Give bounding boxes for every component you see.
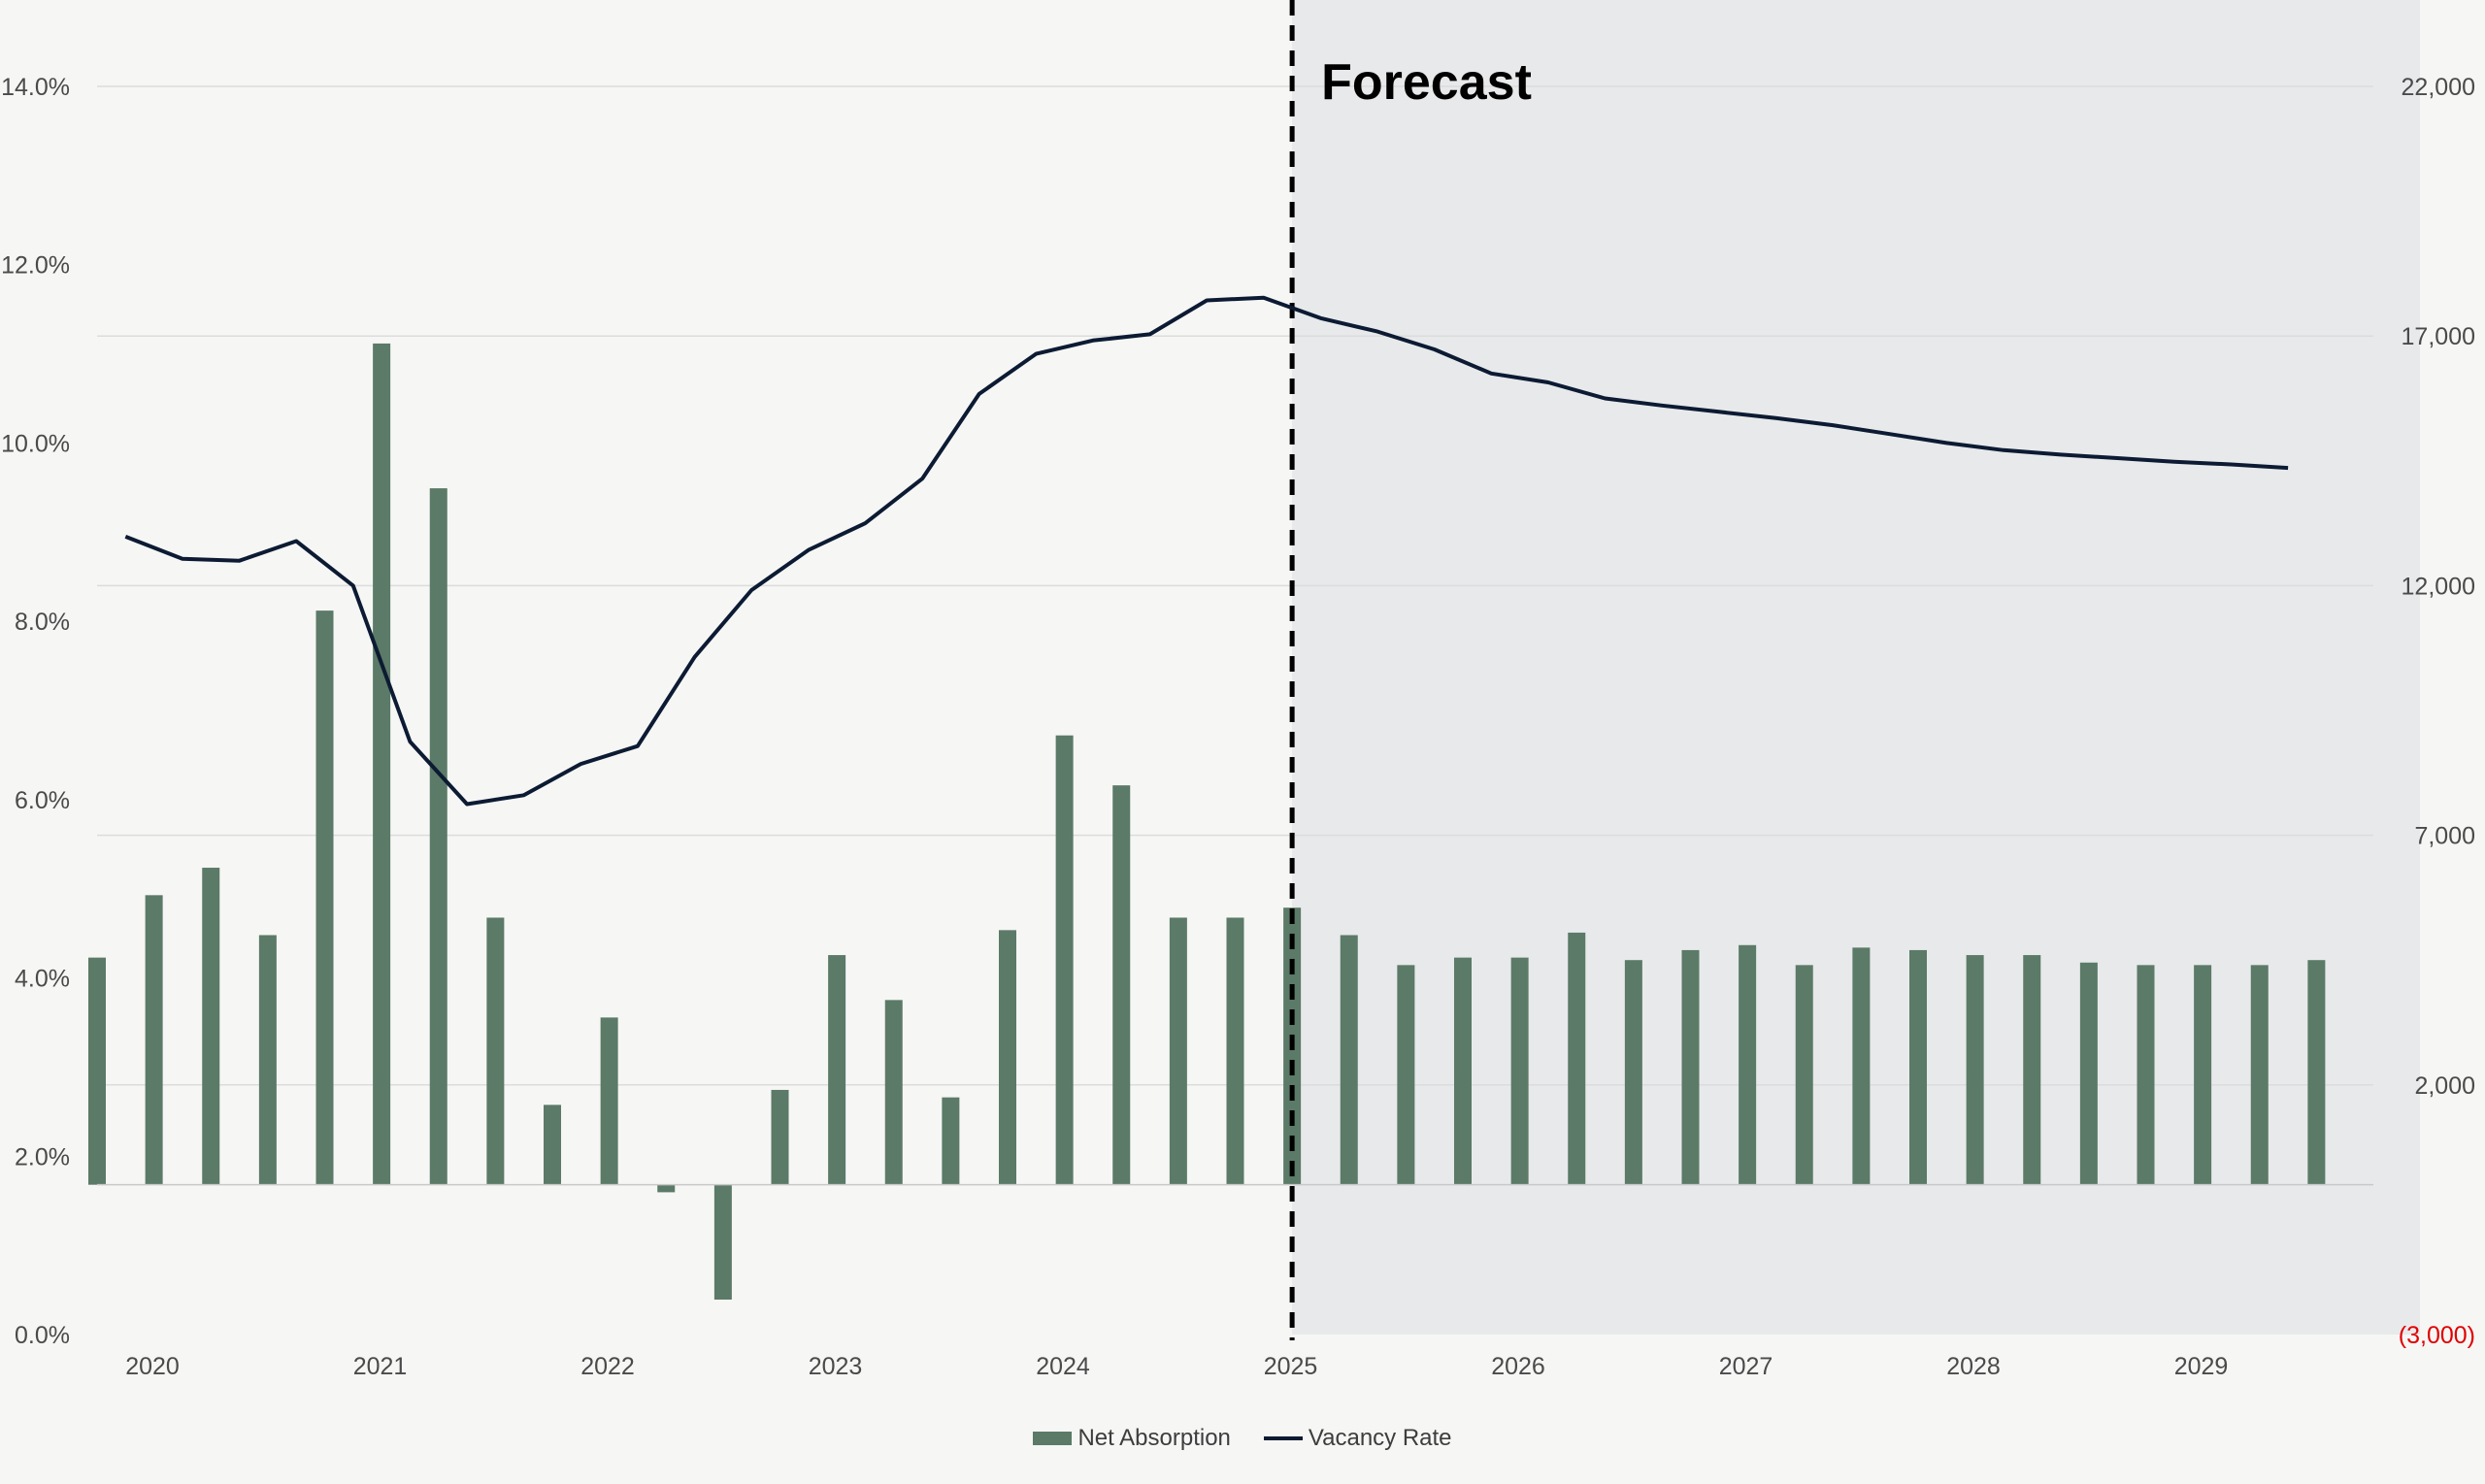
right-tick-2-000: 2,000 — [2414, 1072, 2475, 1100]
bar-31 — [1852, 947, 1871, 1185]
x-tick-2020: 2020 — [125, 1353, 180, 1380]
bar-22 — [1340, 935, 1358, 1185]
bar-7 — [486, 917, 505, 1185]
legend-item-vacancy-rate[interactable]: Vacancy Rate — [1263, 1425, 1452, 1452]
vacancy-rate-line — [124, 295, 2289, 807]
bar-35 — [2079, 962, 2098, 1185]
x-tick-2022: 2022 — [580, 1353, 635, 1380]
legend-bar-swatch — [1033, 1432, 1073, 1445]
bar-23 — [1397, 965, 1415, 1185]
bar-32 — [1909, 949, 1927, 1185]
x-axis-ticks: 2020 2021 2022 2023 2024 2025 2026 2027 2028 2029 — [125, 1353, 2228, 1380]
bar-27 — [1624, 960, 1642, 1185]
bar-29 — [1739, 944, 1757, 1185]
bar-12 — [771, 1089, 789, 1185]
left-tick-2-0: 2.0% — [15, 1143, 70, 1171]
bar-8 — [544, 1105, 561, 1185]
left-tick-8-0: 8.0% — [15, 609, 70, 636]
net-absorption-bars — [88, 343, 2326, 1300]
bar-19 — [1169, 917, 1187, 1185]
bar-10 — [657, 1184, 676, 1193]
bar-17 — [1055, 735, 1074, 1185]
right-axis-ticks: (3,000) 2,000 7,000 12,000 17,000 22,000 — [2399, 74, 2475, 1349]
left-tick-14-0: 14.0% — [1, 74, 70, 101]
bar-36 — [2137, 965, 2155, 1185]
bar-14 — [884, 1000, 903, 1185]
legend-item-net-absorption[interactable]: Net Absorption — [1033, 1425, 1231, 1452]
legend-label-vacancy-rate: Vacancy Rate — [1308, 1425, 1452, 1451]
legend-line-swatch — [1263, 1436, 1303, 1440]
left-tick-10-0: 10.0% — [1, 430, 70, 457]
x-tick-2029: 2029 — [2174, 1353, 2229, 1380]
bar-25 — [1510, 957, 1529, 1185]
bar-3 — [258, 935, 277, 1185]
bar-34 — [2023, 955, 2041, 1185]
forecast-label: Forecast — [1321, 54, 1532, 111]
bar-30 — [1795, 965, 1813, 1185]
bar-13 — [828, 955, 846, 1185]
bar-24 — [1454, 957, 1472, 1185]
bar-2 — [202, 868, 220, 1185]
bar-5 — [373, 343, 391, 1185]
left-axis-ticks: 0.0% 2.0% 4.0% 6.0% 8.0% 10.0% 12.0% 14.0% — [1, 74, 70, 1349]
left-tick-12-0: 12.0% — [1, 252, 70, 280]
bar-39 — [2307, 960, 2326, 1185]
left-tick-4-0: 4.0% — [15, 966, 70, 993]
bar-0 — [88, 957, 106, 1185]
bar-18 — [1112, 785, 1131, 1185]
grid-lines — [97, 85, 2373, 1086]
x-tick-2023: 2023 — [809, 1353, 863, 1380]
bar-28 — [1681, 949, 1700, 1185]
bar-15 — [942, 1097, 960, 1185]
x-tick-2024: 2024 — [1036, 1353, 1090, 1380]
bar-1 — [145, 895, 163, 1185]
bar-4 — [315, 610, 334, 1185]
right-tick-3-000: (3,000) — [2399, 1322, 2475, 1349]
bar-33 — [1966, 955, 1984, 1185]
bar-38 — [2250, 965, 2269, 1185]
bar-16 — [999, 930, 1016, 1185]
legend-label-net-absorption: Net Absorption — [1077, 1425, 1231, 1451]
right-tick-7-000: 7,000 — [2414, 823, 2475, 850]
left-tick-0-0: 0.0% — [15, 1322, 70, 1349]
bar-6 — [429, 488, 447, 1185]
right-tick-22-000: 22,000 — [2402, 74, 2475, 101]
x-tick-2026: 2026 — [1491, 1353, 1545, 1380]
x-tick-2028: 2028 — [1946, 1353, 2001, 1380]
x-tick-2027: 2027 — [1719, 1353, 1773, 1380]
left-tick-6-0: 6.0% — [15, 787, 70, 814]
right-tick-17-000: 17,000 — [2402, 323, 2475, 350]
x-tick-2025: 2025 — [1264, 1353, 1318, 1380]
bar-11 — [713, 1184, 732, 1300]
x-tick-2021: 2021 — [353, 1353, 408, 1380]
right-tick-12-000: 12,000 — [2402, 573, 2475, 600]
legend: Net Absorption Vacancy Rate — [0, 1425, 2485, 1452]
bar-26 — [1568, 932, 1586, 1185]
bar-9 — [600, 1017, 618, 1185]
bar-20 — [1226, 917, 1244, 1185]
bar-37 — [2194, 965, 2212, 1185]
